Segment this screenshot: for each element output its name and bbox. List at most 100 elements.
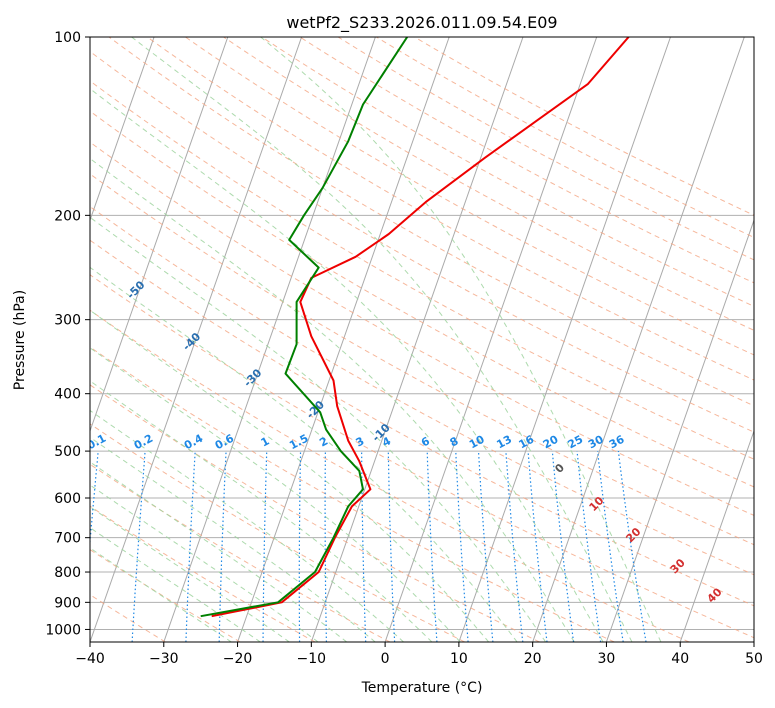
isotherm-line xyxy=(0,37,7,642)
moist-adiabat-line xyxy=(90,347,461,642)
adiabat-label: 30 xyxy=(668,556,688,576)
x-tick-label: 10 xyxy=(450,651,468,667)
y-tick-label: 300 xyxy=(54,313,81,329)
y-tick-label: 600 xyxy=(54,491,81,507)
y-tick-label: 900 xyxy=(54,595,81,611)
dry-adiabat-line xyxy=(90,80,754,460)
mixing-ratio-line xyxy=(597,451,624,642)
mixing-ratio-label: 6 xyxy=(419,434,432,449)
isotherm-label: -70 xyxy=(13,174,36,197)
y-tick-label: 700 xyxy=(54,531,81,547)
isotherm-line xyxy=(605,218,754,642)
mixing-ratio-label: 25 xyxy=(566,433,586,452)
mixing-ratio-label: 36 xyxy=(607,433,627,452)
mixing-ratio-label: 13 xyxy=(494,433,514,452)
dry-adiabat-line xyxy=(90,549,241,642)
x-tick-label: 50 xyxy=(745,651,763,667)
dry-adiabat-line xyxy=(185,37,754,356)
background-lines xyxy=(0,37,754,642)
dry-adiabat-line xyxy=(90,110,754,488)
chart-title: wetPf2_S233.2026.011.09.54.E09 xyxy=(286,13,557,33)
isotherm-line xyxy=(458,37,671,642)
mixing-ratio-line xyxy=(527,451,548,642)
dry-adiabat-line xyxy=(376,37,754,238)
moist-adiabat-line xyxy=(90,88,604,642)
moist-adiabat-line xyxy=(90,216,547,642)
x-tick-label: 30 xyxy=(598,651,616,667)
dry-adiabat-line xyxy=(146,37,754,381)
isotherm-label: -30 xyxy=(241,366,264,389)
isotherm-line xyxy=(90,37,155,222)
y-tick-label: 100 xyxy=(54,30,81,46)
dry-adiabat-line xyxy=(90,384,540,642)
mixing-ratio-label: 0.6 xyxy=(213,432,237,453)
mixing-ratio-line xyxy=(131,451,146,642)
y-axis: 100 200 300 400 500 600 700 800 900 1000 xyxy=(45,30,90,638)
isotherm-line xyxy=(532,37,745,642)
mixing-ratio-line xyxy=(426,451,438,642)
mixing-ratio-label: 16 xyxy=(517,433,537,452)
y-tick-label: 400 xyxy=(54,387,81,403)
mixing-ratio-label: 8 xyxy=(448,434,461,449)
dry-adiabat-line xyxy=(90,141,754,516)
x-axis: −40 −30 −20 −10 0 10 20 30 40 50 xyxy=(75,642,763,667)
mixing-ratio-label: 0.2 xyxy=(132,432,155,453)
isotherm-line xyxy=(90,37,229,433)
mixing-ratio-label: 1.5 xyxy=(287,432,310,453)
profile-lines xyxy=(200,37,630,618)
x-tick-label: 0 xyxy=(381,651,390,667)
moist-adiabat-line xyxy=(90,157,575,642)
mixing-ratio-line xyxy=(90,451,99,549)
dewpoint-line xyxy=(200,37,409,618)
mixing-ratio-line xyxy=(576,451,602,642)
mixing-ratio-line xyxy=(551,451,575,642)
dry-adiabat-line xyxy=(337,37,754,261)
isotherm-line xyxy=(753,640,754,642)
plot-frame xyxy=(89,36,755,643)
isotherm-label: -60 xyxy=(67,231,90,254)
adiabat-label: 10 xyxy=(587,494,607,514)
x-tick-label: −20 xyxy=(223,651,253,667)
moist-adiabat-line xyxy=(90,266,518,642)
mixing-ratio-line xyxy=(455,451,469,642)
dry-adiabat-line xyxy=(90,423,465,642)
moist-adiabat-line xyxy=(90,309,490,642)
moist-adiabat-line xyxy=(260,37,662,642)
adiabat-label: 0 xyxy=(552,461,567,476)
mixing-ratio-line xyxy=(617,451,647,642)
x-tick-label: −30 xyxy=(149,651,179,667)
mixing-ratio-line xyxy=(185,451,196,642)
isotherm-line xyxy=(90,37,303,642)
mixing-ratio-line xyxy=(387,451,396,642)
dry-adiabat-line xyxy=(90,206,754,576)
mixing-ratio-line xyxy=(505,451,524,642)
moist-adiabat-line xyxy=(90,527,261,642)
mixing-ratio-label: 0.4 xyxy=(182,432,206,453)
mixing-ratio-line xyxy=(477,451,494,642)
dry-adiabat-line xyxy=(90,309,690,642)
x-axis-label: Temperature (°C) xyxy=(361,680,483,696)
mixing-ratio-line xyxy=(324,451,327,642)
mixing-ratio-label: 20 xyxy=(541,433,561,452)
mixing-ratio-label: 10 xyxy=(467,433,487,452)
mixing-ratio-label: 0.1 xyxy=(85,432,108,453)
y-tick-label: 800 xyxy=(54,565,81,581)
y-axis-label: Pressure (hPa) xyxy=(12,290,28,390)
x-tick-label: −10 xyxy=(297,651,327,667)
isotherm-line xyxy=(679,429,754,642)
mixing-ratio-label: 1 xyxy=(259,434,272,449)
isotherm-line xyxy=(310,37,524,642)
y-tick-label: 500 xyxy=(54,444,81,460)
moist-adiabat-line xyxy=(90,484,319,642)
dry-adiabat-line xyxy=(261,37,754,307)
moist-adiabat-line xyxy=(90,506,290,642)
moist-adiabat-line xyxy=(90,461,348,642)
dry-adiabat-line xyxy=(90,274,754,639)
dry-adiabat-line xyxy=(90,50,754,433)
dry-adiabat-line xyxy=(299,37,754,284)
isotherm-line xyxy=(237,37,450,642)
isotherm-line xyxy=(384,37,598,642)
moist-adiabat-line xyxy=(131,37,633,642)
dry-adiabat-line xyxy=(90,173,754,546)
